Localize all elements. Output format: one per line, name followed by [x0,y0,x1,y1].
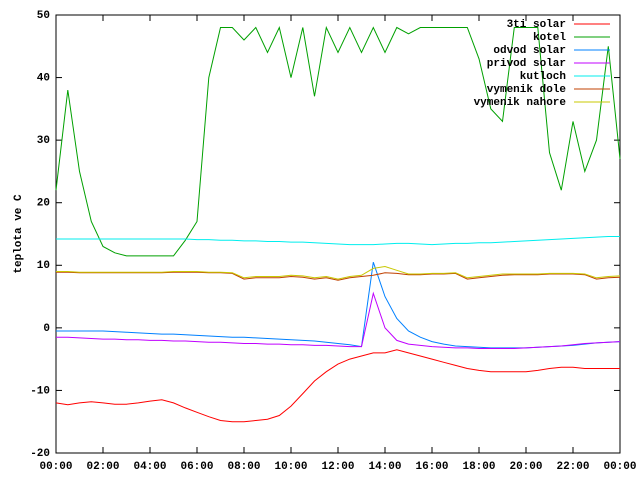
x-tick-label: 12:00 [321,461,354,473]
series-line [56,236,620,246]
x-tick-label: 06:00 [180,461,213,473]
x-tick-label: 02:00 [86,461,119,473]
y-tick-label: 0 [43,323,50,335]
x-tick-label: 04:00 [133,461,166,473]
series-line [56,271,621,281]
legend-label: 3ti solar [507,19,566,31]
x-tick-label: 20:00 [509,461,542,473]
y-tick-label: 10 [37,260,50,272]
x-tick-label: 00:00 [39,461,72,473]
series-line [56,265,621,280]
x-tick-label: 16:00 [415,461,448,473]
x-tick-label: 10:00 [274,461,307,473]
x-tick-label: 00:00 [603,461,636,473]
legend-label: kotel [533,32,566,44]
legend-label: privod solar [487,58,566,70]
legend-label: odvod solar [493,45,566,57]
legend-label: vymenik nahore [474,97,567,109]
y-axis-label: teplota ve C [13,194,25,274]
legend-label: kutloch [520,71,566,83]
x-tick-label: 08:00 [227,461,260,473]
series-line [55,25,621,257]
series-line [56,291,621,349]
legend-label: vymenik dole [487,84,567,96]
y-tick-label: -10 [30,385,50,397]
x-tick-label: 22:00 [556,461,589,473]
y-tick-label: 40 [37,72,50,84]
y-tick-label: 30 [37,135,50,147]
x-tick-label: 18:00 [462,461,495,473]
series-line [55,349,620,423]
y-tick-label: 20 [37,198,50,210]
x-tick-label: 14:00 [368,461,401,473]
y-tick-label: 50 [37,10,50,22]
y-tick-label: -20 [30,448,50,460]
